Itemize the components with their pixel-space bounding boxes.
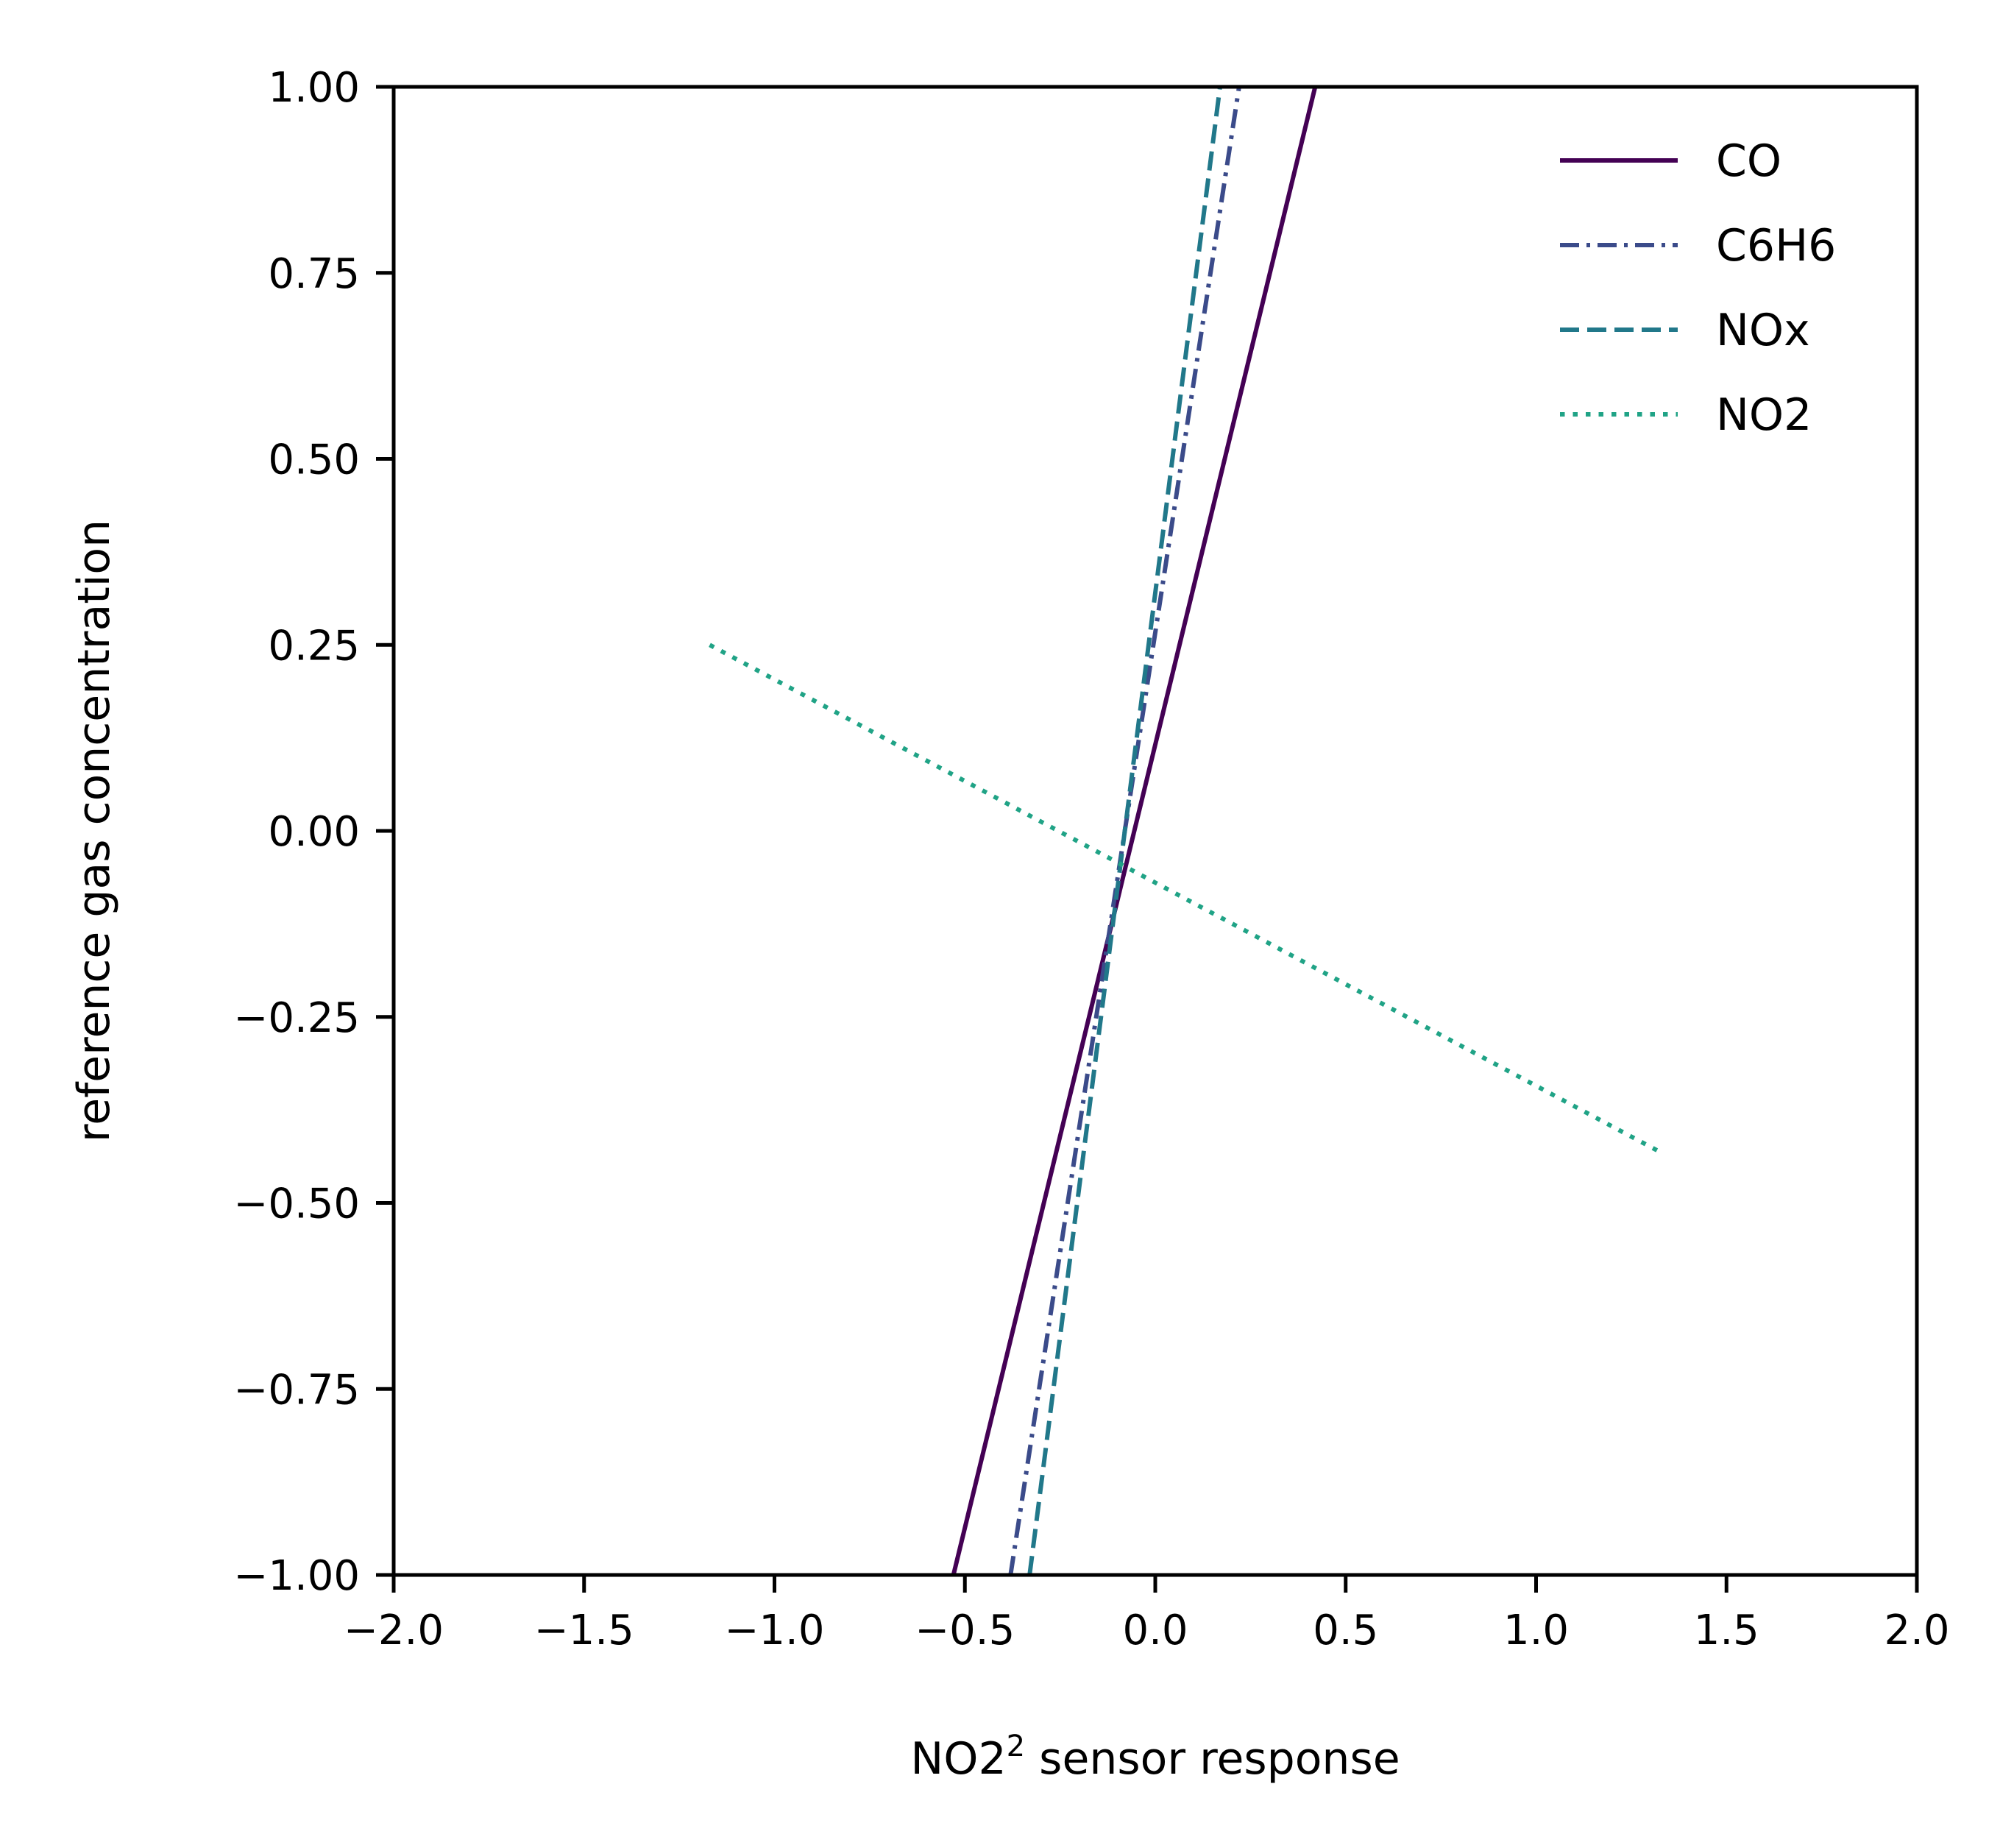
legend-label-c6h6: C6H6 bbox=[1716, 220, 1836, 272]
x-tick-label: −1.5 bbox=[534, 1607, 634, 1654]
legend-label-co: CO bbox=[1716, 135, 1781, 187]
plot-frame bbox=[391, 85, 1919, 1577]
y-tick-label: −0.75 bbox=[233, 1366, 360, 1414]
x-axis-label-main: NO2 bbox=[910, 1733, 1006, 1785]
y-tick-label: −0.25 bbox=[233, 994, 360, 1042]
x-tick-label: −1.0 bbox=[725, 1607, 825, 1654]
y-tick-label: −0.50 bbox=[233, 1180, 360, 1228]
x-axis-ticks: −2.0 −1.5 −1.0 −0.5 0.0 0.5 1.0 1.5 2.0 bbox=[344, 1575, 1950, 1654]
series-line-no2 bbox=[709, 642, 1659, 1153]
y-tick-label: 0.50 bbox=[268, 436, 360, 484]
x-tick-label: 0.0 bbox=[1122, 1607, 1188, 1654]
series-line-nox bbox=[1027, 86, 1222, 1576]
x-axis-label: NO22 sensor response bbox=[910, 1730, 1400, 1785]
y-tick-label: −1.00 bbox=[233, 1552, 360, 1600]
series-layer bbox=[709, 86, 1659, 1576]
y-tick-label: 0.75 bbox=[268, 250, 360, 298]
y-tick-label: 0.25 bbox=[268, 622, 360, 670]
legend-label-nox: NOx bbox=[1716, 305, 1810, 356]
x-axis-label-suffix: sensor response bbox=[1025, 1733, 1400, 1785]
series-line-co bbox=[951, 86, 1318, 1576]
y-axis-label: reference gas concentration bbox=[68, 520, 120, 1142]
legend-label-no2: NO2 bbox=[1716, 389, 1812, 441]
x-tick-label: −0.5 bbox=[915, 1607, 1015, 1654]
legend: CO C6H6 NOx NO2 bbox=[1560, 135, 1836, 441]
x-tick-label: 1.0 bbox=[1503, 1607, 1569, 1654]
x-axis-label-superscript: 2 bbox=[1007, 1730, 1025, 1763]
x-tick-label: 1.5 bbox=[1694, 1607, 1759, 1654]
x-tick-label: 2.0 bbox=[1884, 1607, 1949, 1654]
x-tick-label: 0.5 bbox=[1313, 1607, 1378, 1654]
y-tick-label: 0.00 bbox=[268, 808, 360, 856]
y-axis-ticks: −1.00 −0.75 −0.50 −0.25 0.00 0.25 0.50 0.75 1.00 bbox=[233, 64, 394, 1600]
y-tick-label: 1.00 bbox=[268, 64, 360, 112]
x-tick-label: −2.0 bbox=[344, 1607, 444, 1654]
